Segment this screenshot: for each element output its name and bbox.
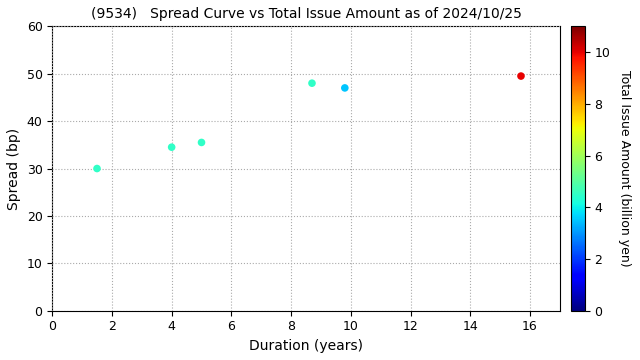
Point — [92, 166, 102, 171]
Y-axis label: Spread (bp): Spread (bp) — [7, 127, 21, 210]
Point — [307, 80, 317, 86]
Point — [340, 85, 350, 91]
Y-axis label: Total Issue Amount (billion yen): Total Issue Amount (billion yen) — [618, 70, 631, 267]
Point — [196, 140, 207, 145]
Title: (9534)   Spread Curve vs Total Issue Amount as of 2024/10/25: (9534) Spread Curve vs Total Issue Amoun… — [91, 7, 522, 21]
Point — [166, 144, 177, 150]
Point — [516, 73, 526, 79]
X-axis label: Duration (years): Duration (years) — [249, 339, 363, 353]
